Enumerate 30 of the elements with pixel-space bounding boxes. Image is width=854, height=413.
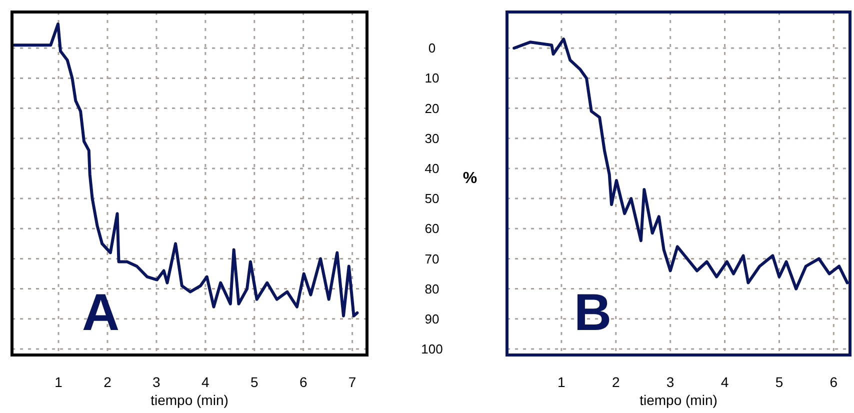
y-tick-label: 80 bbox=[424, 281, 440, 296]
y-tick-label: 100 bbox=[421, 342, 443, 357]
y-tick-label: 90 bbox=[424, 311, 440, 326]
y-tick-label: 0 bbox=[428, 40, 436, 56]
y-axis-title: % bbox=[462, 170, 478, 188]
x-axis-title: tiempo (min) bbox=[150, 392, 228, 408]
annotation: A bbox=[82, 284, 120, 342]
x-tick-label: 1 bbox=[54, 374, 63, 390]
y-tick-label: 50 bbox=[424, 191, 440, 206]
x-axis-title: tiempo (min) bbox=[640, 392, 718, 408]
x-tick-label: 5 bbox=[250, 374, 258, 390]
y-tick-label: 60 bbox=[424, 221, 440, 236]
y-tick-label: 30 bbox=[424, 130, 440, 146]
y-tick-label: 40 bbox=[424, 161, 440, 176]
x-tick-label: 6 bbox=[830, 374, 838, 390]
y-tick-label: 70 bbox=[424, 251, 440, 266]
x-tick-label: 1 bbox=[558, 374, 566, 390]
y-tick-label: 10 bbox=[424, 70, 440, 86]
x-tick-label: 4 bbox=[720, 374, 729, 390]
x-tick-label: 2 bbox=[104, 374, 112, 390]
line-series bbox=[512, 38, 849, 290]
x-tick-label: 3 bbox=[152, 374, 161, 390]
x-tick-label: 7 bbox=[348, 374, 356, 390]
x-tick-label: 3 bbox=[666, 374, 674, 390]
y-tick-label: 20 bbox=[424, 100, 440, 116]
x-tick-label: 5 bbox=[775, 374, 784, 390]
x-tick-label: 4 bbox=[202, 374, 210, 390]
annotation: B bbox=[574, 284, 612, 342]
x-tick-label: 6 bbox=[299, 374, 308, 390]
x-tick-label: 2 bbox=[612, 374, 620, 390]
